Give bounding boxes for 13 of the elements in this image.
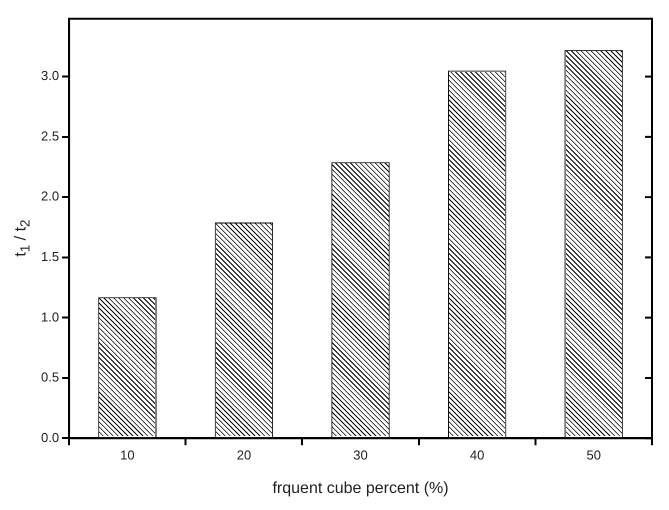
x-tick-label: 40 [470, 448, 484, 463]
y-tick-label: 1.5 [40, 249, 60, 264]
y-tick-label: 3.0 [40, 68, 60, 84]
x-tick-label: 30 [353, 448, 368, 463]
y-tick-label: 2.0 [40, 188, 60, 204]
y-tick-label: 1.0 [40, 309, 60, 324]
y-tick-label: 0.0 [40, 430, 60, 445]
x-tick-label: 50 [586, 448, 601, 463]
x-tick-label: 10 [120, 448, 135, 463]
y-tick-label: 2.5 [40, 128, 60, 144]
x-tick-label: 20 [236, 448, 252, 463]
y-tick-label: 0.5 [40, 370, 60, 385]
x-axis-title: frquent cube percent (%) [272, 480, 449, 497]
